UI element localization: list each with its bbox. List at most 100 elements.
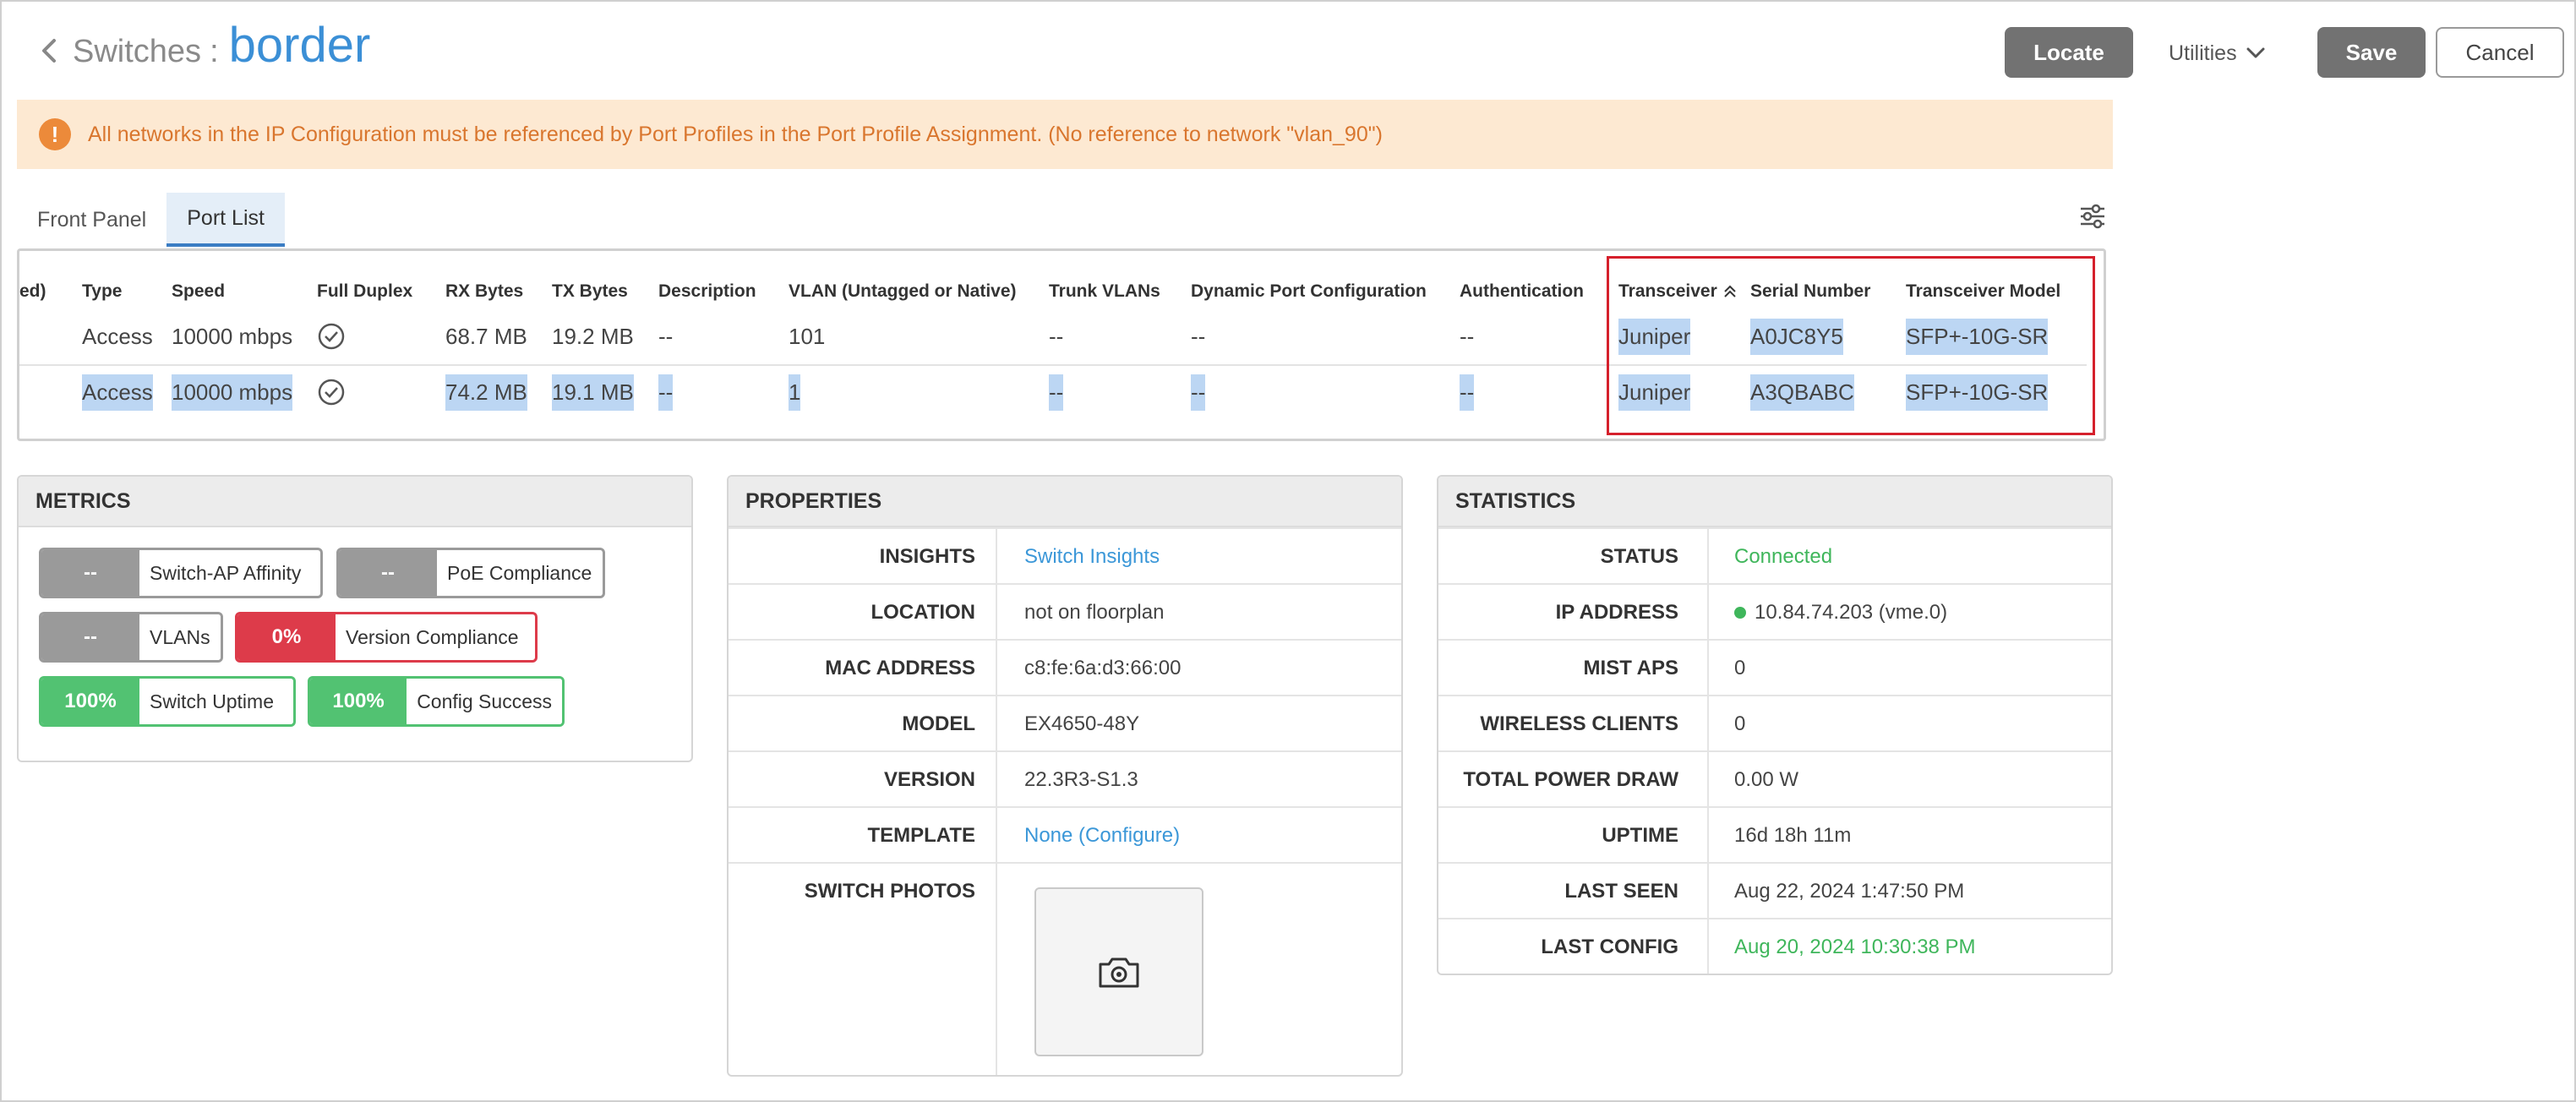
property-key: MODEL xyxy=(902,712,975,735)
cell-serial-number: A0JC8Y5 xyxy=(1750,319,1843,355)
cell-dynamic-port: -- xyxy=(1191,374,1206,411)
statistics-title: STATISTICS xyxy=(1438,477,2111,527)
cell-transceiver-model: SFP+-10G-SR xyxy=(1906,319,2049,355)
stat-key: MIST APS xyxy=(1583,657,1678,679)
transceiver-highlight-box xyxy=(1607,256,2095,435)
col-rx-bytes[interactable]: RX Bytes xyxy=(445,281,524,301)
page-title: Switches : border xyxy=(73,17,370,74)
breadcrumb-switches[interactable]: Switches xyxy=(73,34,202,69)
cell-rx-bytes: 68.7 MB xyxy=(445,324,527,349)
metric-poe-compliance[interactable]: -- PoE Compliance xyxy=(336,548,605,598)
port-list-table: ed) Type Speed Full Duplex RX Bytes TX B… xyxy=(17,248,2106,441)
col-transceiver-model[interactable]: Transceiver Model xyxy=(1906,281,2061,301)
metric-label: PoE Compliance xyxy=(437,550,603,596)
property-row-location: LOCATION not on floorplan xyxy=(729,583,1401,639)
metric-value: -- xyxy=(339,550,437,596)
metric-config-success[interactable]: 100% Config Success xyxy=(308,676,565,727)
save-button[interactable]: Save xyxy=(2317,27,2426,78)
metric-label: Switch Uptime xyxy=(139,679,284,724)
warning-message: All networks in the IP Configuration mus… xyxy=(88,122,1383,146)
property-key: VERSION xyxy=(883,768,975,791)
metric-switch-uptime[interactable]: 100% Switch Uptime xyxy=(39,676,296,727)
switch-photo-upload[interactable] xyxy=(1034,887,1203,1056)
col-enabled[interactable]: ed) xyxy=(19,281,46,301)
sliders-icon[interactable] xyxy=(2077,201,2108,232)
stat-row-status: STATUS Connected xyxy=(1438,527,2111,583)
metric-label: Switch-AP Affinity xyxy=(139,550,312,596)
check-circle-icon xyxy=(318,323,345,350)
camera-icon xyxy=(1099,957,1139,988)
cell-transceiver: Juniper xyxy=(1618,319,1691,355)
col-full-duplex[interactable]: Full Duplex xyxy=(317,281,413,301)
cell-transceiver: Juniper xyxy=(1618,374,1691,411)
ip-address-value: 10.84.74.203 (vme.0) xyxy=(1734,585,1947,641)
stat-row-last-seen: LAST SEEN Aug 22, 2024 1:47:50 PM xyxy=(1438,862,2111,918)
stat-value: 0 xyxy=(1734,657,1746,679)
switch-insights-link[interactable]: Switch Insights xyxy=(1024,545,1160,568)
property-row-model: MODEL EX4650-48Y xyxy=(729,695,1401,750)
cell-vlan: 1 xyxy=(789,374,801,411)
tab-front-panel[interactable]: Front Panel xyxy=(37,207,147,232)
metric-version-compliance[interactable]: 0% Version Compliance xyxy=(235,612,538,663)
col-description[interactable]: Description xyxy=(658,281,756,301)
stat-key: LAST SEEN xyxy=(1564,880,1678,903)
statistics-panel: STATISTICS STATUS Connected IP ADDRESS 1… xyxy=(1437,475,2113,975)
stat-key: TOTAL POWER DRAW xyxy=(1463,768,1678,791)
metric-value: -- xyxy=(41,550,139,596)
cell-tx-bytes: 19.2 MB xyxy=(552,324,634,349)
property-value: 22.3R3-S1.3 xyxy=(1024,768,1138,791)
ip-address-text: 10.84.74.203 (vme.0) xyxy=(1755,601,1948,624)
cell-speed: 10000 mbps xyxy=(172,374,293,411)
cell-speed: 10000 mbps xyxy=(172,324,293,349)
metric-value: 100% xyxy=(310,679,407,724)
metric-vlans[interactable]: -- VLANs xyxy=(39,612,223,663)
col-transceiver-label: Transceiver xyxy=(1618,281,1717,301)
col-type[interactable]: Type xyxy=(82,281,123,301)
metric-label: Config Success xyxy=(407,679,562,724)
metrics-title: METRICS xyxy=(19,477,691,527)
col-transceiver[interactable]: Transceiver xyxy=(1618,281,1738,302)
tab-port-list[interactable]: Port List xyxy=(166,193,285,247)
cell-authentication: -- xyxy=(1460,324,1475,349)
stat-row-mist-aps: MIST APS 0 xyxy=(1438,639,2111,695)
switch-name: border xyxy=(228,18,371,73)
cell-description: -- xyxy=(658,324,674,349)
template-configure-link[interactable]: None (Configure) xyxy=(1024,824,1181,847)
col-vlan[interactable]: VLAN (Untagged or Native) xyxy=(789,281,1017,301)
col-trunk-vlans[interactable]: Trunk VLANs xyxy=(1049,281,1160,301)
cancel-button[interactable]: Cancel xyxy=(2436,27,2564,78)
chevron-left-icon[interactable] xyxy=(37,34,63,68)
column-divider xyxy=(996,527,997,1075)
property-value: not on floorplan xyxy=(1024,601,1165,624)
locate-button[interactable]: Locate xyxy=(2005,27,2133,78)
metric-label: Version Compliance xyxy=(336,614,529,660)
cell-description: -- xyxy=(658,374,674,411)
stat-key: UPTIME xyxy=(1602,824,1678,847)
stat-row-wireless-clients: WIRELESS CLIENTS 0 xyxy=(1438,695,2111,750)
breadcrumb-separator: : xyxy=(210,34,219,69)
metrics-panel: METRICS -- Switch-AP Affinity -- PoE Com… xyxy=(17,475,693,762)
metric-switch-ap-affinity[interactable]: -- Switch-AP Affinity xyxy=(39,548,323,598)
col-tx-bytes[interactable]: TX Bytes xyxy=(552,281,628,301)
warning-banner: ! All networks in the IP Configuration m… xyxy=(17,100,2113,169)
col-speed[interactable]: Speed xyxy=(172,281,226,301)
stat-key: STATUS xyxy=(1600,545,1678,568)
stat-value: 16d 18h 11m xyxy=(1734,824,1852,847)
cell-tx-bytes: 19.1 MB xyxy=(552,374,634,411)
cell-type: Access xyxy=(82,374,153,411)
property-value: EX4650-48Y xyxy=(1024,712,1140,735)
col-authentication[interactable]: Authentication xyxy=(1460,281,1584,301)
cell-vlan: 101 xyxy=(789,324,826,349)
cell-trunk-vlans: -- xyxy=(1049,324,1064,349)
col-serial-number[interactable]: Serial Number xyxy=(1750,281,1871,301)
stat-row-ip-address: IP ADDRESS 10.84.74.203 (vme.0) xyxy=(1438,583,2111,639)
utilities-menu[interactable]: Utilities xyxy=(2169,34,2266,73)
last-config-value[interactable]: Aug 20, 2024 10:30:38 PM xyxy=(1734,936,1976,958)
utilities-label: Utilities xyxy=(2169,41,2237,65)
view-tabs: Front Panel Port List xyxy=(17,193,285,247)
stat-key: LAST CONFIG xyxy=(1541,936,1678,958)
property-key: MAC ADDRESS xyxy=(825,657,975,679)
col-dynamic-port[interactable]: Dynamic Port Configuration xyxy=(1191,281,1427,301)
cell-type: Access xyxy=(82,324,153,349)
